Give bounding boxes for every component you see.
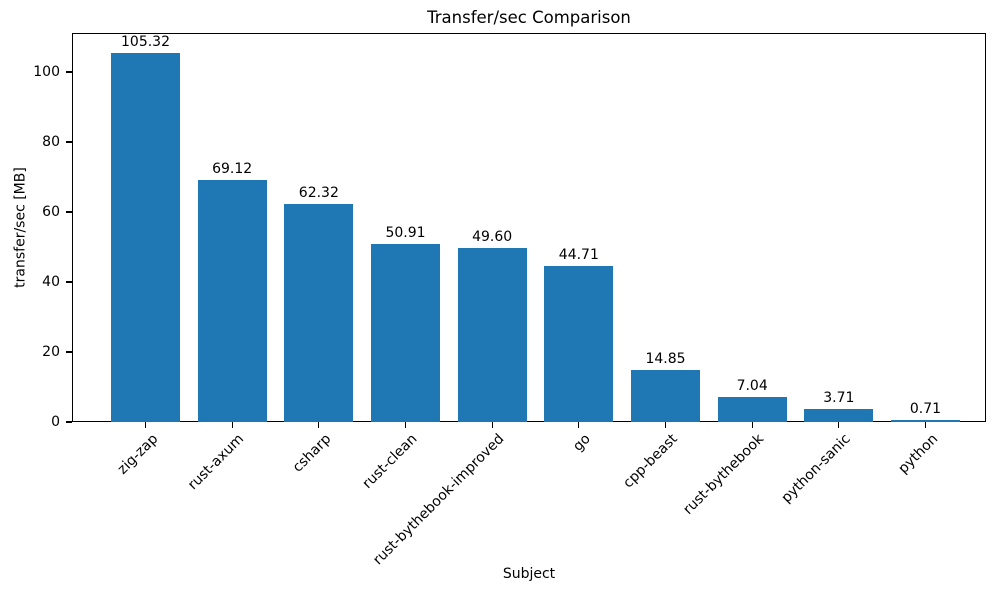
- bar-go: [544, 265, 614, 422]
- x-tick-mark: [578, 422, 580, 428]
- x-tick-mark: [318, 422, 320, 428]
- bar-rust-bythebook-improved: [457, 248, 527, 422]
- y-tick-label: 100: [33, 63, 60, 80]
- bar-rust-axum: [197, 180, 267, 422]
- x-tick-mark: [491, 422, 493, 428]
- bar-value-label-go: 44.71: [558, 246, 599, 263]
- bar-csharp: [284, 203, 354, 422]
- bar-value-label-csharp: 62.32: [298, 184, 339, 201]
- bar-rust-bythebook: [717, 397, 787, 422]
- bar-value-label-cpp-beast: 14.85: [645, 351, 686, 368]
- x-tick-mark: [664, 422, 667, 428]
- y-tick-label: 60: [42, 203, 60, 220]
- bar-value-label-python: 0.71: [909, 400, 942, 417]
- x-tick-label-cpp-beast: cpp-beast: [620, 431, 681, 492]
- bar-zig-zap: [110, 53, 181, 422]
- x-tick-mark: [924, 422, 927, 428]
- bar-python: [890, 419, 961, 422]
- bar-value-label-rust-bythebook-improved: 49.60: [472, 229, 513, 246]
- bar-value-label-rust-clean: 50.91: [385, 224, 426, 241]
- y-tick-mark: [66, 281, 72, 283]
- y-tick-mark: [66, 71, 72, 73]
- y-tick-label: 20: [42, 343, 60, 360]
- y-tick-mark: [66, 141, 72, 143]
- y-tick-mark: [66, 351, 72, 353]
- x-tick-mark: [751, 422, 753, 428]
- bar-cpp-beast: [630, 370, 701, 422]
- y-tick-label: 40: [42, 273, 60, 290]
- x-tick-label-python-sanic: python-sanic: [778, 431, 855, 507]
- chart-title: Transfer/sec Comparison: [427, 8, 631, 27]
- x-tick-mark: [144, 422, 147, 428]
- x-tick-label-zig-zap: zig-zap: [114, 431, 161, 478]
- x-tick-label-go: go: [570, 431, 595, 455]
- bar-python-sanic: [804, 409, 874, 422]
- bar-value-label-zig-zap: 105.32: [121, 34, 170, 51]
- x-tick-label-csharp: csharp: [289, 431, 335, 476]
- y-tick-mark: [66, 421, 72, 423]
- x-tick-label-rust-axum: rust-axum: [185, 431, 248, 494]
- y-axis-label: transfer/sec [MB]: [12, 167, 29, 288]
- plot-area: 105.32 69.12 62.32 50.91 49.60 44.71 14.85 7.04…: [72, 33, 986, 422]
- x-tick-label-python: python: [894, 431, 941, 477]
- x-axis-label: Subject: [502, 566, 556, 582]
- x-tick-mark: [404, 422, 407, 428]
- x-tick-mark: [838, 422, 840, 428]
- bar-rust-clean: [370, 243, 441, 422]
- x-tick-mark: [231, 422, 233, 428]
- bar-value-label-rust-axum: 69.12: [212, 161, 253, 178]
- bar-value-label-rust-bythebook: 7.04: [736, 378, 768, 395]
- y-tick-label: 80: [42, 133, 60, 150]
- y-tick-mark: [66, 211, 72, 213]
- y-tick-label: 0: [51, 414, 60, 430]
- x-tick-label-rust-bythebook: rust-bythebook: [680, 431, 768, 518]
- x-tick-label-rust-clean: rust-clean: [359, 431, 421, 492]
- bar-value-label-python-sanic: 3.71: [823, 390, 855, 407]
